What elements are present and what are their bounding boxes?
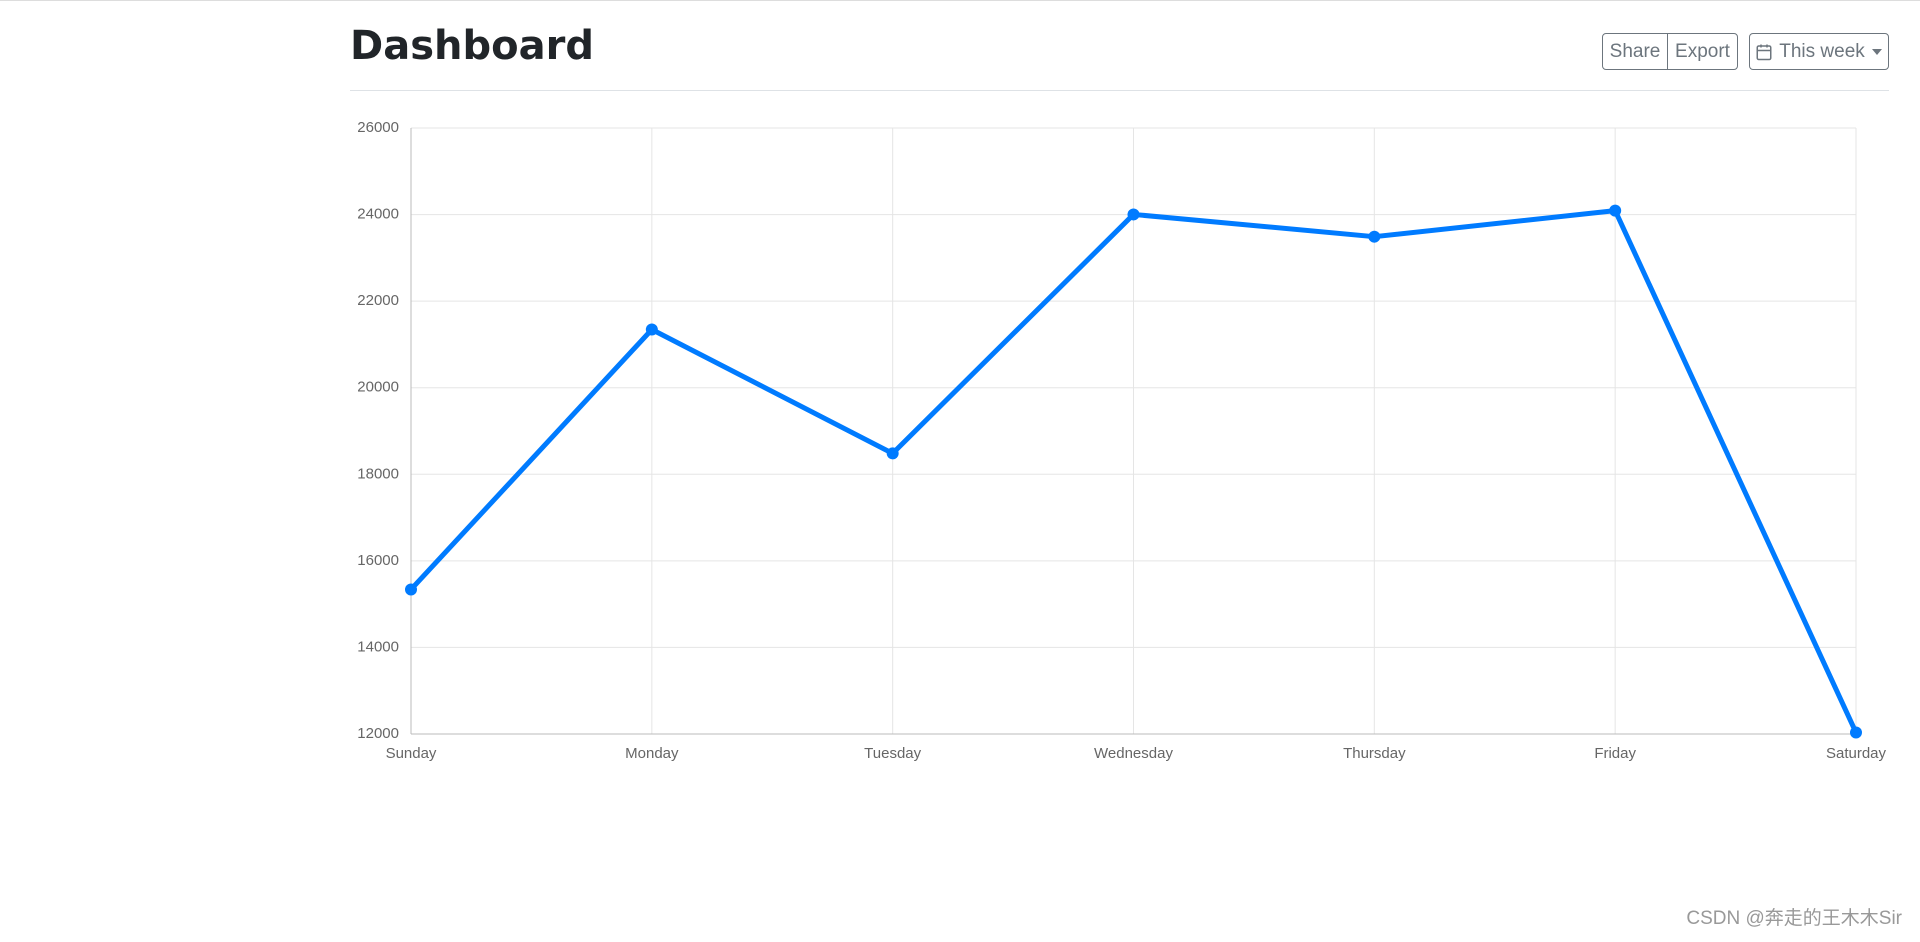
y-tick-label: 24000 (357, 206, 399, 223)
data-point (1127, 208, 1140, 221)
y-tick-label: 16000 (357, 552, 399, 569)
divider (350, 90, 1889, 91)
calendar-icon (1756, 44, 1772, 60)
x-tick-label: Thursday (1343, 745, 1406, 762)
y-tick-label: 26000 (357, 119, 399, 136)
x-tick-label: Friday (1594, 745, 1636, 762)
y-tick-label: 20000 (357, 379, 399, 396)
x-tick-label: Saturday (1826, 745, 1887, 762)
caret (1871, 48, 1882, 55)
data-point (1368, 230, 1381, 243)
watermark: CSDN @奔走的王木木Sir (1686, 908, 1902, 929)
x-tick-label: Sunday (386, 745, 437, 762)
data-point (1850, 726, 1862, 739)
chart: 12000 14000 16000 18000 20000 22000 24000 26000… (357, 119, 1887, 762)
page-title: Dashboard (350, 23, 594, 69)
data-point (1609, 204, 1622, 217)
data-point (886, 447, 899, 460)
export-button[interactable]: Export (1667, 33, 1738, 70)
dropdown-label: This week (1779, 40, 1865, 62)
x-tick-label: Wednesday (1094, 745, 1173, 762)
y-tick-label: 22000 (357, 292, 399, 309)
y-tick-label: 18000 (357, 465, 399, 482)
x-tick-label: Monday (625, 745, 679, 762)
y-tick-label: 14000 (357, 638, 399, 655)
x-tick-label: Tuesday (864, 745, 921, 762)
share-button[interactable]: Share (1602, 33, 1668, 70)
y-tick-label: 12000 (357, 725, 399, 742)
data-point (405, 583, 417, 596)
week-dropdown[interactable]: This week (1749, 33, 1889, 70)
data-point (645, 323, 658, 336)
